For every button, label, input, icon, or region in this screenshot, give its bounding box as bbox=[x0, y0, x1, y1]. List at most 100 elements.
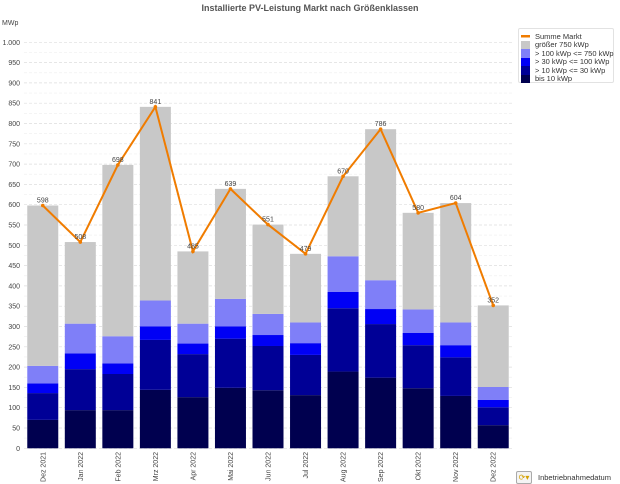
bar-segment bbox=[327, 256, 359, 292]
bar-segment bbox=[365, 324, 397, 378]
color-swatch bbox=[521, 74, 530, 83]
bar-segment bbox=[290, 395, 322, 449]
y-tick-label: 750 bbox=[8, 141, 20, 148]
line-point bbox=[303, 252, 308, 256]
bar-segment bbox=[64, 369, 96, 411]
bar-segment bbox=[252, 335, 284, 346]
y-tick-label: 450 bbox=[8, 263, 20, 270]
bar-segment bbox=[102, 363, 134, 375]
data-label: 485 bbox=[187, 243, 199, 250]
bar-segment bbox=[139, 326, 171, 340]
legend-item: > 100 kWp <= 750 kWp bbox=[521, 49, 614, 58]
bar-segment bbox=[327, 291, 359, 309]
data-label: 352 bbox=[487, 297, 499, 304]
bar-segment bbox=[177, 323, 209, 344]
bar-segment bbox=[64, 353, 96, 370]
bar-segment bbox=[27, 419, 59, 449]
bar-segment bbox=[139, 106, 171, 301]
data-label: 580 bbox=[412, 205, 424, 212]
data-label: 670 bbox=[337, 168, 349, 175]
y-tick-label: 800 bbox=[8, 121, 20, 128]
bar-segment bbox=[177, 251, 209, 324]
legend-label: > 10 kWp <= 30 kWp bbox=[535, 65, 606, 75]
bar-segment bbox=[27, 205, 59, 366]
bar-segment bbox=[102, 336, 134, 364]
line-point bbox=[116, 163, 120, 167]
bar-segment bbox=[64, 242, 96, 324]
legend-label: > 30 kWp <= 100 kWp bbox=[535, 57, 610, 67]
dimension-selector[interactable]: ⟳▾ Inbetriebnahmedatum bbox=[516, 471, 611, 484]
bar-segment bbox=[214, 387, 246, 449]
chart-title: Installierte PV-Leistung Markt nach Größ… bbox=[201, 3, 418, 13]
y-tick-label: 0 bbox=[16, 446, 20, 453]
cycle-dropdown-icon[interactable]: ⟳▾ bbox=[516, 471, 532, 484]
bar-segment bbox=[477, 399, 509, 408]
bar-segment bbox=[177, 343, 209, 355]
bar-segment bbox=[440, 203, 472, 323]
y-tick-label: 600 bbox=[8, 202, 20, 209]
data-label: 508 bbox=[74, 234, 86, 241]
bar-segment bbox=[290, 253, 322, 323]
line-point bbox=[453, 201, 458, 205]
line-point bbox=[191, 249, 195, 254]
y-tick-label: 650 bbox=[8, 182, 20, 189]
line-point bbox=[378, 127, 383, 131]
y-tick-label: 1.000 bbox=[2, 40, 20, 47]
y-tick-label: 250 bbox=[8, 344, 20, 351]
legend-item: größer 750 kWp bbox=[521, 40, 611, 49]
y-tick-label: 350 bbox=[8, 304, 20, 311]
x-tick-label: Jan 2022 bbox=[78, 452, 85, 481]
bar-segment bbox=[252, 390, 284, 449]
bar-segment bbox=[27, 383, 59, 394]
line-point bbox=[266, 222, 270, 227]
line-point bbox=[228, 187, 233, 191]
x-tick-label: Nov 2022 bbox=[453, 452, 460, 482]
bar-segment bbox=[477, 386, 509, 400]
y-tick-label: 150 bbox=[8, 385, 20, 392]
bar-segment bbox=[477, 425, 509, 449]
line-point bbox=[153, 105, 158, 109]
bar-segment bbox=[252, 224, 284, 314]
legend-label: bis 10 kWp bbox=[535, 74, 573, 84]
x-tick-label: Feb 2022 bbox=[115, 452, 122, 482]
y-tick-label: 100 bbox=[8, 405, 20, 412]
line-point bbox=[341, 174, 345, 179]
data-label: 698 bbox=[112, 157, 124, 164]
data-label: 786 bbox=[375, 121, 387, 128]
x-tick-label: Apr 2022 bbox=[190, 452, 197, 481]
color-swatch bbox=[521, 66, 530, 75]
y-tick-label: 200 bbox=[8, 365, 20, 372]
color-swatch bbox=[521, 49, 530, 58]
dimension-label: Inbetriebnahmedatum bbox=[538, 473, 611, 482]
line-marker-icon bbox=[521, 32, 530, 41]
bar-segment bbox=[440, 322, 472, 346]
bar-segment bbox=[64, 323, 96, 354]
data-label: 639 bbox=[225, 181, 237, 188]
data-label: 551 bbox=[262, 217, 274, 224]
legend: Summe Markt größer 750 kWp > 100 kWp <= 75… bbox=[518, 28, 614, 83]
bar-segment bbox=[440, 345, 472, 358]
bar-segment bbox=[402, 212, 434, 310]
line-point bbox=[40, 203, 45, 208]
legend-label: Summe Markt bbox=[535, 31, 582, 41]
y-tick-label: 900 bbox=[8, 80, 20, 87]
bar-segment bbox=[290, 343, 322, 355]
bar-segment bbox=[290, 322, 322, 344]
bar-segment bbox=[402, 345, 434, 389]
line-point bbox=[416, 211, 420, 215]
bar-segment bbox=[214, 326, 246, 339]
bar-segment bbox=[102, 410, 134, 449]
bar-segment bbox=[365, 309, 397, 325]
bar-segment bbox=[440, 357, 472, 396]
bar-segment bbox=[252, 313, 284, 336]
y-tick-label: 550 bbox=[8, 223, 20, 230]
line-point bbox=[491, 303, 496, 308]
x-tick-label: Mai 2022 bbox=[228, 452, 235, 481]
y-tick-label: 500 bbox=[8, 243, 20, 250]
bar-segment bbox=[139, 300, 171, 327]
data-label: 604 bbox=[450, 195, 462, 202]
y-axis-label: MWp bbox=[2, 20, 18, 27]
bar-segment bbox=[477, 407, 509, 426]
data-label: 841 bbox=[150, 99, 162, 106]
